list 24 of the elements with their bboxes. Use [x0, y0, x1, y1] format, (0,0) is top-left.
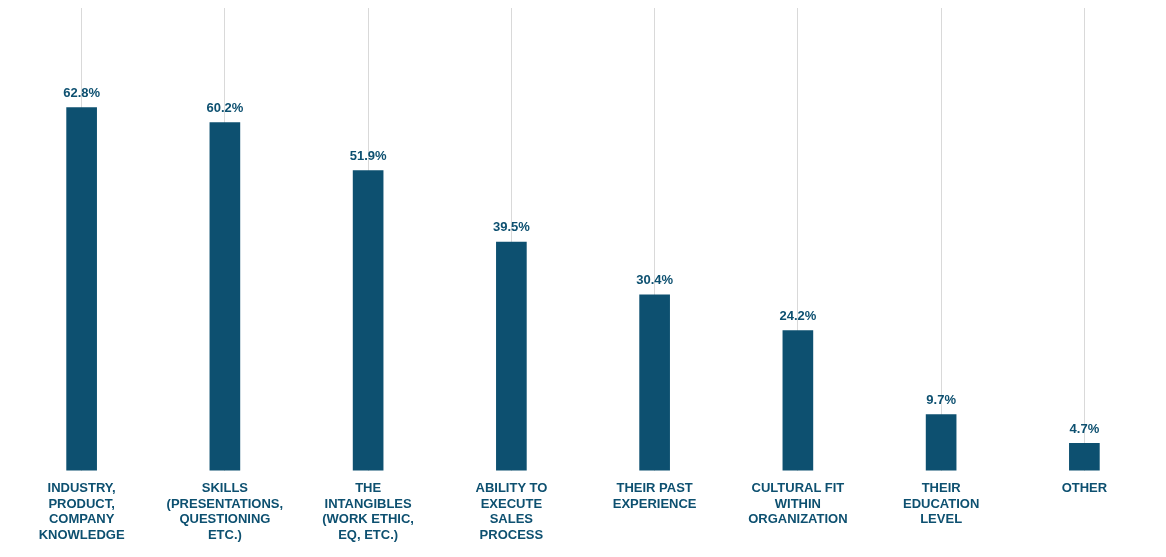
bar [496, 241, 527, 471]
bar [925, 414, 957, 471]
data-label: 24.2% [779, 307, 817, 323]
data-label: 30.4% [636, 271, 674, 287]
data-label: 9.7% [926, 391, 957, 407]
bar [639, 294, 670, 471]
bar [782, 330, 814, 471]
x-tick-label: OTHER [1061, 479, 1108, 495]
bar [66, 107, 97, 471]
data-label: 4.7% [1069, 420, 1100, 436]
x-tick-label: THE INTANGIBLES (WORK ETHIC, EQ, ETC.) [322, 479, 414, 542]
x-tick-label: THEIR PAST EXPERIENCE [612, 479, 697, 511]
data-label: 39.5% [492, 219, 531, 235]
bar [209, 122, 241, 471]
x-tick-label: CULTURAL FIT WITHIN ORGANIZATION [748, 479, 848, 527]
x-tick-label: ABILITY TO EXECUTE SALES PROCESS [475, 479, 548, 542]
x-tick-label: SKILLS (PRESENTATIONS, QUESTIONING ETC.) [166, 479, 284, 542]
bar [352, 170, 384, 471]
x-tick-label: INDUSTRY, PRODUCT, COMPANY KNOWLEDGE [38, 479, 125, 542]
data-label: 62.8% [63, 84, 101, 100]
data-label: 51.9% [349, 147, 387, 163]
bar [1069, 443, 1100, 471]
x-tick-label: THEIR EDUCATION LEVEL [902, 479, 980, 527]
data-label: 60.2% [206, 99, 244, 115]
